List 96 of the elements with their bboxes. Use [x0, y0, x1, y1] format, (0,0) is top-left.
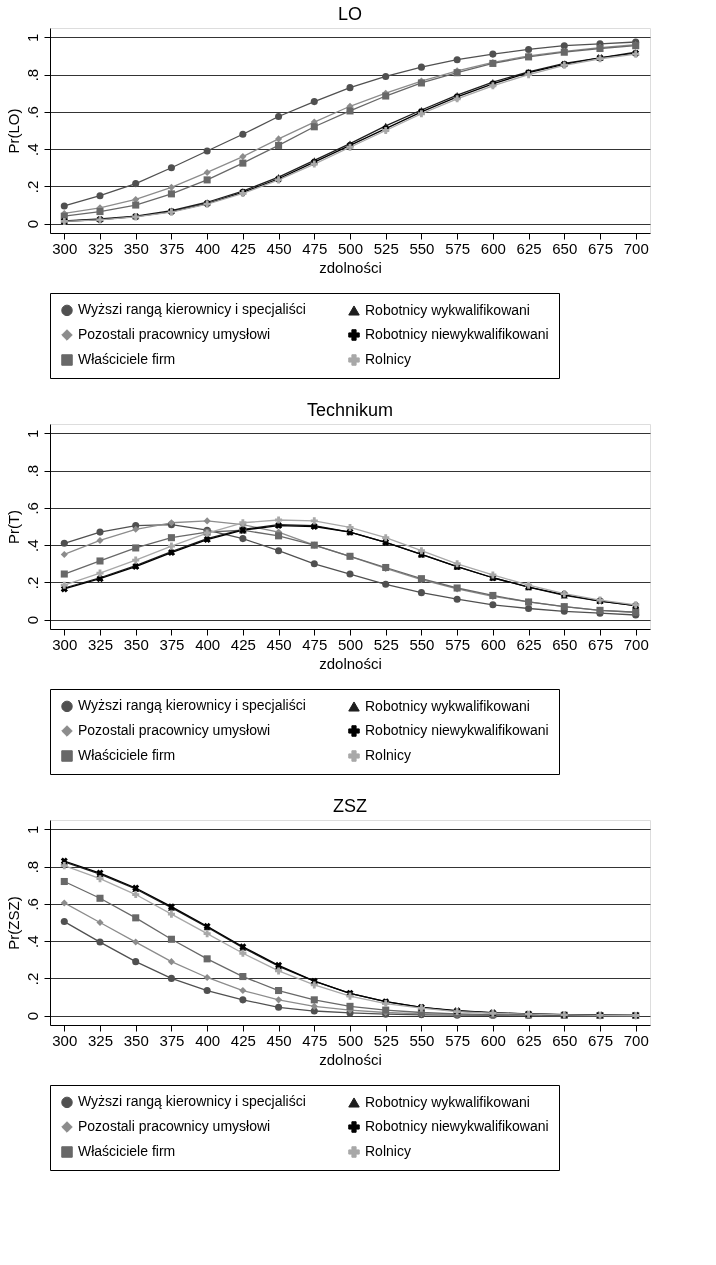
y-tick-label: .4 — [23, 143, 41, 156]
x-axis-title: zdolności — [319, 258, 382, 276]
x-tick-label: 375 — [159, 1031, 185, 1049]
x-tick-label: 650 — [552, 1031, 578, 1049]
y-tick-label: .6 — [23, 898, 41, 911]
legend-label: Robotnicy wykwalifikowani — [365, 301, 530, 318]
x-tick-label: 525 — [373, 635, 399, 653]
x-tick-label: 650 — [552, 635, 578, 653]
x-tick-label: 300 — [52, 239, 78, 257]
x-tick-label: 700 — [623, 635, 649, 653]
x-tick-label: 325 — [87, 635, 114, 653]
legend-label: Robotnicy niewykwalifikowani — [365, 1118, 549, 1134]
y-axis-title: Pr(ZSZ) — [4, 896, 22, 950]
legend-label: Robotnicy niewykwalifikowani — [365, 326, 549, 342]
legend-label: Rolnicy — [365, 747, 411, 763]
legend-label: Robotnicy wykwalifikowani — [365, 1093, 530, 1110]
y-tick-label: .2 — [23, 180, 41, 194]
x-axis-title: zdolności — [319, 1050, 382, 1068]
x-tick-label: 325 — [87, 1031, 114, 1049]
y-tick-label: .8 — [23, 464, 41, 478]
y-tick-label: 0 — [23, 220, 41, 229]
legend-label: Właściciele firm — [78, 747, 176, 763]
x-tick-label: 475 — [302, 239, 328, 257]
x-tick-label: 550 — [409, 635, 435, 653]
y-tick-label: .2 — [23, 576, 41, 590]
y-tick-label: 1 — [23, 825, 41, 834]
y-tick-label: .6 — [23, 106, 41, 119]
legend-label: Robotnicy wykwalifikowani — [365, 697, 530, 714]
x-tick-label: 325 — [87, 239, 114, 257]
x-tick-label: 300 — [52, 1031, 78, 1049]
legend-label: Właściciele firm — [78, 351, 176, 367]
x-tick-label: 550 — [409, 1031, 435, 1049]
x-tick-label: 650 — [552, 239, 578, 257]
x-tick-label: 425 — [230, 635, 256, 653]
y-tick-label: 0 — [23, 1012, 41, 1021]
legend-label: Pozostali pracownicy umysłowi — [78, 326, 271, 342]
x-tick-label: 375 — [159, 239, 185, 257]
chart-title: LO — [337, 4, 363, 24]
x-tick-label: 450 — [266, 1031, 292, 1049]
chart-title: Technikum — [306, 400, 394, 420]
x-tick-label: 600 — [480, 239, 506, 257]
x-tick-label: 400 — [195, 635, 221, 653]
x-tick-label: 350 — [123, 635, 149, 653]
x-tick-label: 625 — [516, 1031, 542, 1049]
legend-label: Wyższi rangą kierownicy i specjaliści — [78, 697, 306, 714]
x-tick-label: 425 — [230, 1031, 256, 1049]
x-tick-label: 700 — [623, 1031, 649, 1049]
x-tick-label: 400 — [195, 1031, 221, 1049]
y-tick-label: .8 — [23, 860, 41, 874]
legend-label: Pozostali pracownicy umysłowi — [78, 722, 271, 738]
x-tick-label: 625 — [516, 239, 542, 257]
y-axis-title: Pr(LO) — [4, 108, 22, 154]
x-tick-label: 450 — [266, 239, 292, 257]
y-tick-label: 0 — [23, 616, 41, 625]
legend-label: Robotnicy niewykwalifikowani — [365, 722, 549, 738]
y-tick-label: .2 — [23, 972, 41, 986]
chart-title: ZSZ — [333, 796, 367, 816]
y-tick-label: 1 — [23, 33, 41, 42]
y-tick-label: .8 — [23, 68, 41, 82]
y-tick-label: .4 — [23, 935, 41, 948]
x-tick-label: 525 — [373, 1031, 399, 1049]
x-tick-label: 375 — [159, 635, 185, 653]
x-tick-label: 400 — [195, 239, 221, 257]
x-tick-label: 600 — [480, 635, 506, 653]
legend-label: Rolnicy — [365, 1143, 411, 1159]
x-tick-label: 575 — [445, 635, 471, 653]
x-tick-label: 500 — [337, 635, 364, 653]
x-tick-label: 675 — [587, 635, 614, 653]
x-tick-label: 500 — [337, 239, 364, 257]
x-tick-label: 500 — [337, 1031, 364, 1049]
legend-label: Wyższi rangą kierownicy i specjaliści — [78, 301, 306, 318]
legend-label: Rolnicy — [365, 351, 411, 367]
x-tick-label: 575 — [445, 1031, 471, 1049]
x-tick-label: 550 — [409, 239, 435, 257]
x-axis-title: zdolności — [319, 654, 382, 672]
y-axis-title: Pr(T) — [4, 509, 22, 545]
x-tick-label: 675 — [587, 239, 614, 257]
legend-label: Wyższi rangą kierownicy i specjaliści — [78, 1093, 306, 1110]
x-tick-label: 475 — [302, 635, 328, 653]
x-tick-label: 450 — [266, 635, 292, 653]
x-tick-label: 575 — [445, 239, 471, 257]
x-tick-label: 625 — [516, 635, 542, 653]
x-tick-label: 350 — [123, 239, 149, 257]
x-tick-label: 425 — [230, 239, 256, 257]
x-tick-label: 675 — [587, 1031, 614, 1049]
x-tick-label: 700 — [623, 239, 649, 257]
x-tick-label: 600 — [480, 1031, 506, 1049]
legend-label: Właściciele firm — [78, 1143, 176, 1159]
legend-label: Pozostali pracownicy umysłowi — [78, 1118, 271, 1134]
x-tick-label: 350 — [123, 1031, 149, 1049]
y-tick-label: .6 — [23, 502, 41, 515]
y-tick-label: 1 — [23, 429, 41, 438]
x-tick-label: 300 — [52, 635, 78, 653]
y-tick-label: .4 — [23, 539, 41, 552]
x-tick-label: 525 — [373, 239, 399, 257]
x-tick-label: 475 — [302, 1031, 328, 1049]
